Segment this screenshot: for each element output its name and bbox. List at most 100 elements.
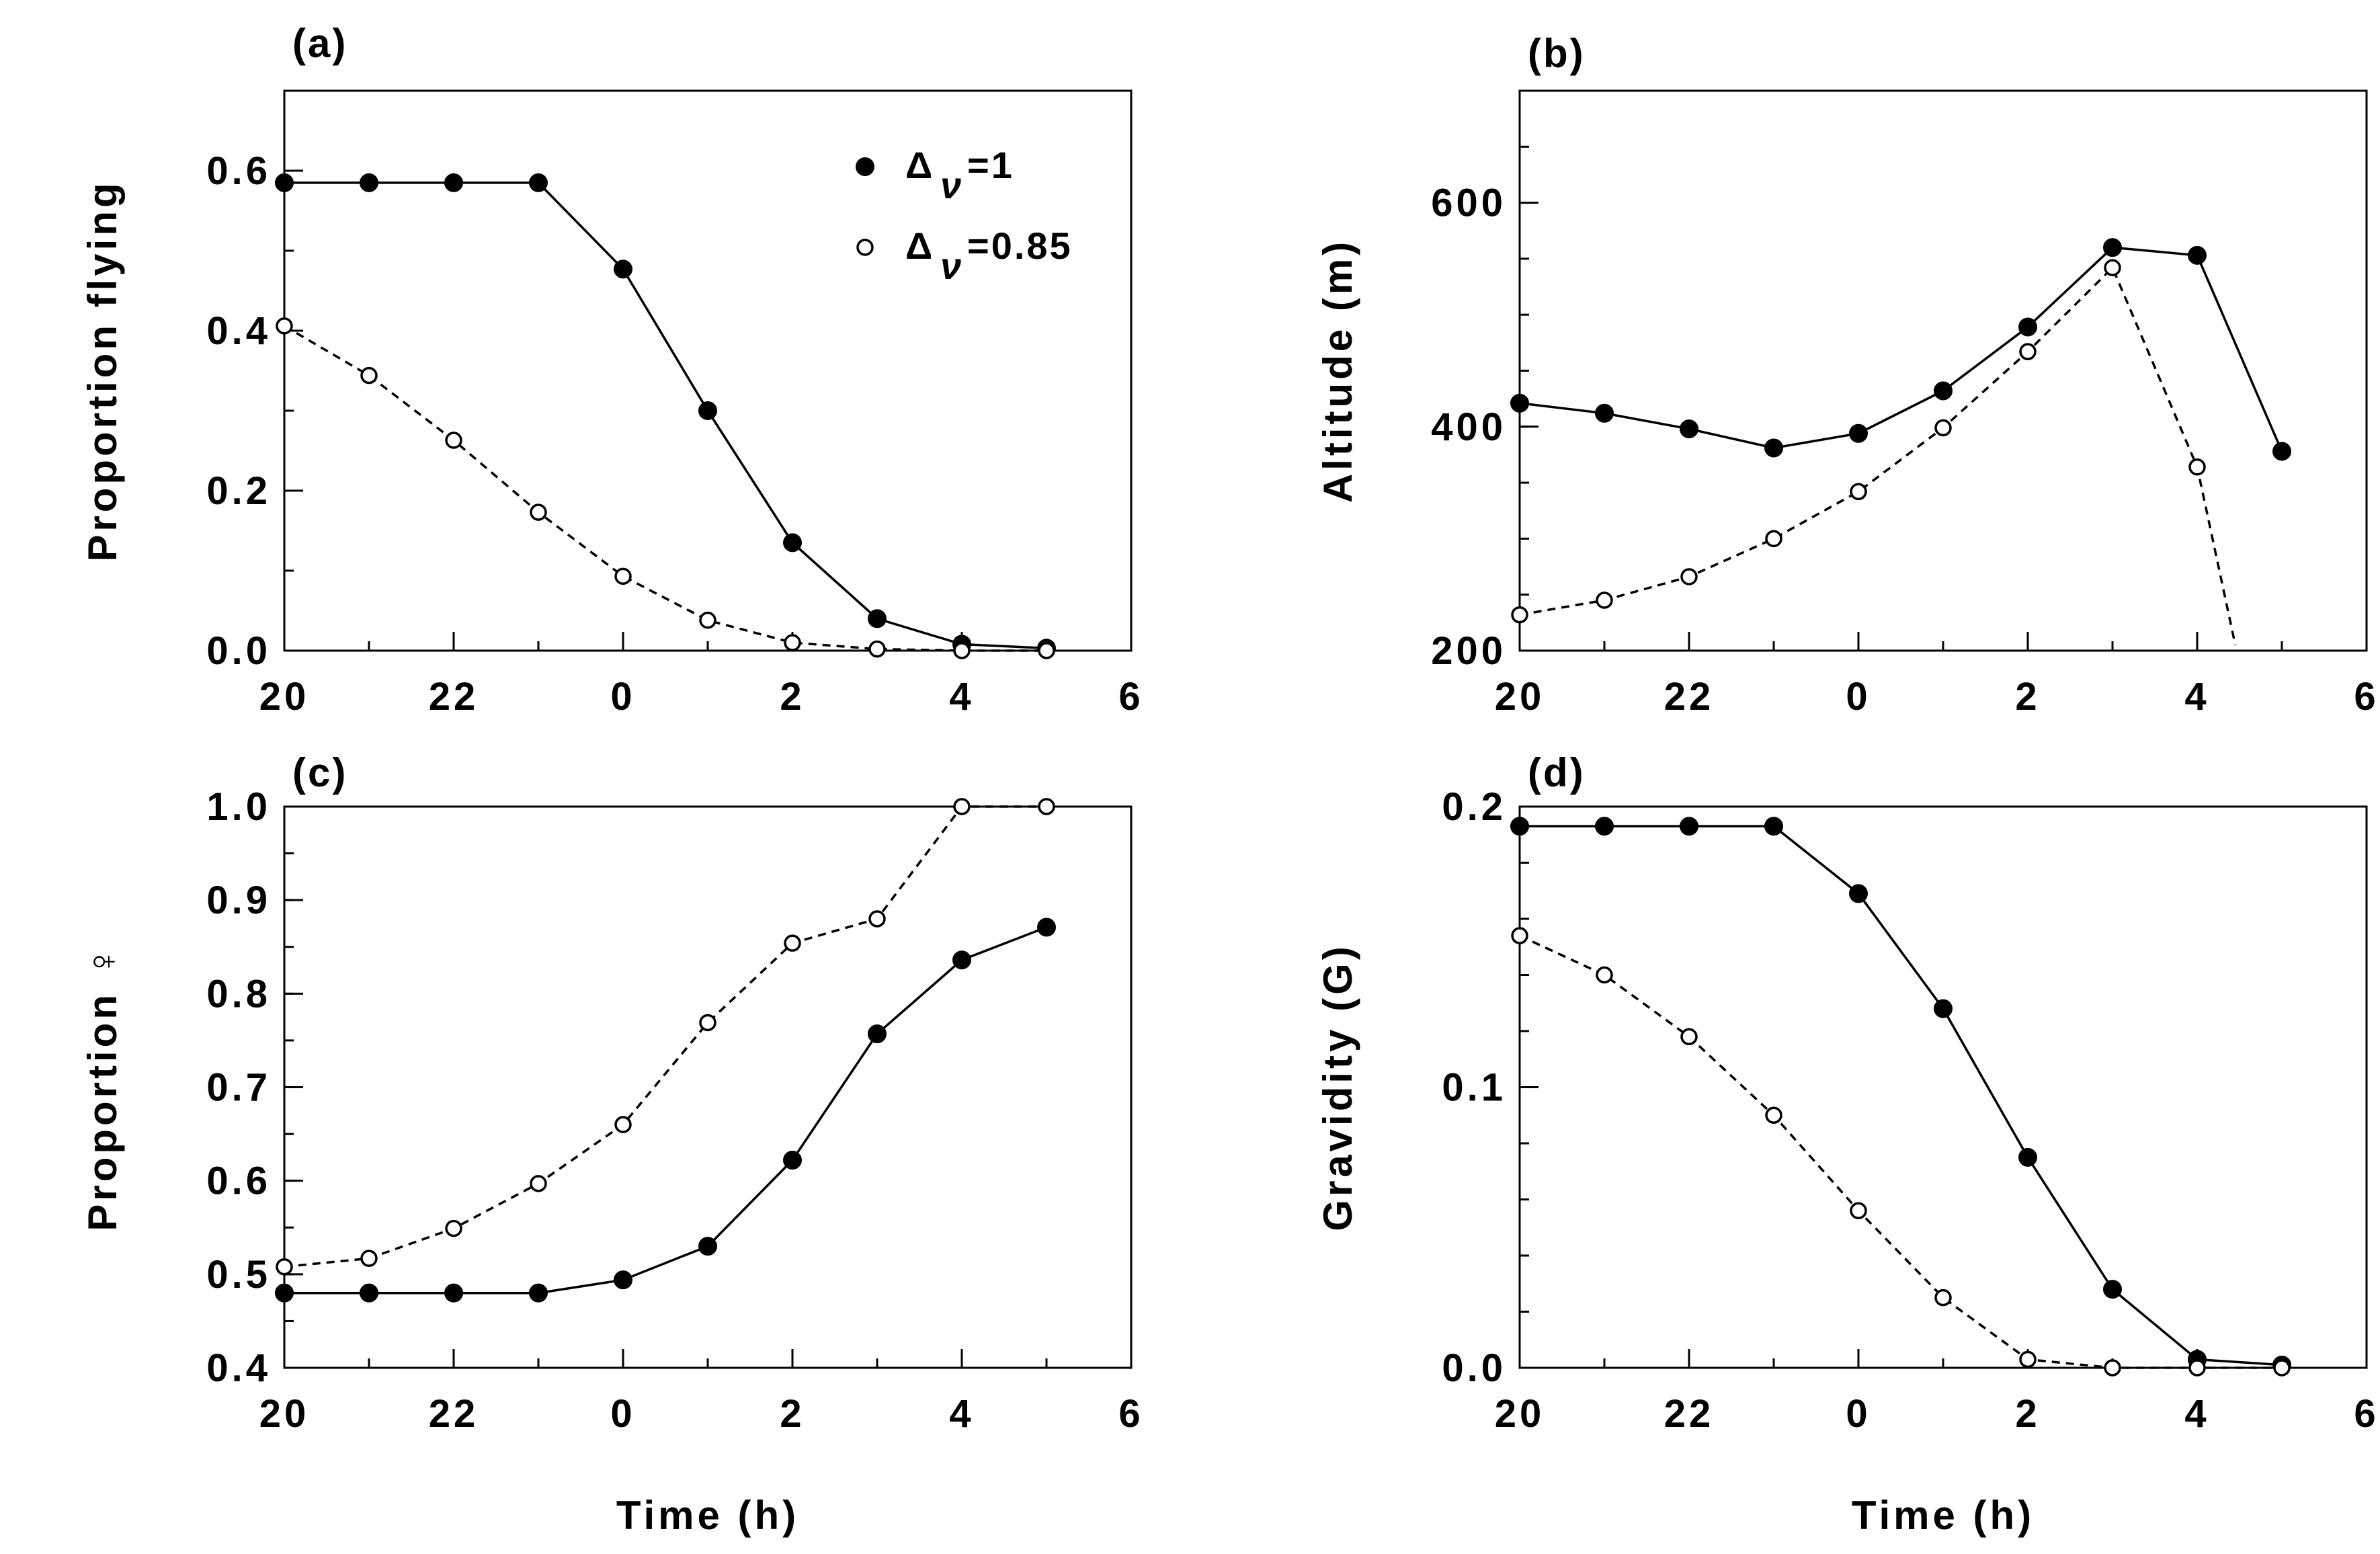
series-line <box>1520 825 2283 1366</box>
x-tick-label: 4 <box>2184 1392 2209 1436</box>
series-line <box>284 926 1047 1295</box>
data-point-open <box>784 934 801 952</box>
y-tick-label: 0.5 <box>206 1253 271 1297</box>
data-point-filled <box>1510 817 1529 836</box>
y-tick-label: 0.2 <box>1442 785 1506 829</box>
x-tick-label: 22 <box>429 675 479 719</box>
data-point-filled <box>2188 245 2207 265</box>
data-point-filled <box>275 173 294 192</box>
y-tick-label: 0.7 <box>206 1066 271 1110</box>
data-point-open <box>445 1219 462 1237</box>
panel-label: (c) <box>292 750 347 795</box>
x-axis-label: Time (h) <box>1852 1493 2035 1538</box>
legend-symbol: Δ <box>905 144 934 186</box>
series-delta-0-85 <box>276 317 1055 659</box>
x-tick-label: 6 <box>2354 675 2379 719</box>
data-point-open <box>1765 1106 1782 1124</box>
x-tick-label: 6 <box>1118 675 1143 719</box>
y-tick-label: 0.4 <box>206 1346 271 1390</box>
series-line <box>1519 246 2283 452</box>
chart-panel-a: 0.0 0.2 0.4 0.6 20 22 0 2 4 6 Proportion flying (a)… <box>80 21 1143 719</box>
x-tick-label: 4 <box>949 1392 974 1436</box>
data-point-open <box>1038 642 1055 659</box>
y-tick-label: 0.6 <box>206 149 271 193</box>
legend-marker-filled <box>856 157 874 176</box>
data-point-open <box>1765 530 1782 548</box>
data-point-filled <box>360 173 378 192</box>
series-line <box>284 181 1047 650</box>
y-tick-label: 0.8 <box>206 972 271 1016</box>
data-point-filled <box>1595 817 1614 836</box>
data-point-open <box>1596 591 1613 609</box>
y-tick-label: 0.0 <box>206 629 271 673</box>
x-tick-label: 0 <box>1846 675 1871 719</box>
series-delta-1 <box>275 917 1056 1303</box>
y-tick-label: 0.1 <box>1442 1066 1506 1110</box>
data-point-open <box>1680 1028 1698 1046</box>
x-tick-label: 20 <box>259 1392 310 1436</box>
data-point-open <box>360 1250 378 1267</box>
series-delta-1 <box>1510 238 2291 461</box>
data-point-filled <box>444 173 463 192</box>
x-tick-label: 22 <box>1664 675 1715 719</box>
data-point-filled <box>952 950 971 970</box>
data-point-open <box>953 642 971 659</box>
data-point-filled <box>1934 999 1953 1018</box>
series-line <box>284 805 1047 1268</box>
panel-label: (d) <box>1528 750 1586 795</box>
data-point-filled <box>698 401 717 420</box>
legend-value: =1 <box>967 144 1014 186</box>
data-point-filled <box>783 533 802 553</box>
y-tick-label: 0.0 <box>1442 1346 1506 1390</box>
x-tick-label: 2 <box>2015 675 2040 719</box>
y-axis-label: Proportion ♀ <box>80 943 125 1231</box>
data-point-filled <box>529 173 548 192</box>
x-tick-label: 2 <box>2015 1392 2040 1436</box>
data-point-filled <box>868 1024 887 1044</box>
x-tick-label: 22 <box>1664 1392 1715 1436</box>
data-point-filled <box>1037 917 1056 937</box>
chart-panel-c: 0.4 0.5 0.6 0.7 0.8 0.9 1.0 20 22 0 2 4 6 Proportion … <box>80 750 1141 1538</box>
data-point-filled <box>529 1283 548 1303</box>
data-point-filled <box>360 1283 378 1303</box>
data-point-filled <box>2018 317 2037 337</box>
x-tick-label: 20 <box>259 675 310 719</box>
y-axis-label: Proportion flying <box>80 179 125 561</box>
data-point-open <box>1934 419 1952 437</box>
y-tick-label: 600 <box>1431 181 1506 225</box>
data-point-filled <box>444 1283 463 1303</box>
data-point-filled <box>1510 393 1529 413</box>
legend-subscript: ν <box>940 245 963 287</box>
y-tick-label: 0.2 <box>206 469 271 513</box>
series-line <box>1519 934 2282 1369</box>
data-point-open <box>699 1014 716 1032</box>
data-point-open <box>276 1258 293 1276</box>
legend-value: =0.85 <box>967 224 1073 267</box>
data-point-filled <box>698 1237 717 1256</box>
series-delta-0-85 <box>276 798 1055 1276</box>
series-delta-0-85 <box>1511 259 2237 646</box>
data-point-open <box>2019 343 2037 360</box>
data-point-filled <box>1849 884 1868 903</box>
plot-frame <box>1518 89 2368 652</box>
data-point-filled <box>2103 238 2122 257</box>
y-axis-label: Gravidity (G) <box>1315 943 1360 1231</box>
data-point-filled <box>1764 817 1783 836</box>
data-point-filled <box>2272 442 2291 461</box>
series-line <box>284 325 1047 652</box>
legend-marker-open <box>856 239 874 256</box>
data-point-open <box>1850 1202 1867 1219</box>
data-point-filled <box>868 609 887 628</box>
data-point-filled <box>2018 1147 2037 1167</box>
data-point-filled <box>1849 423 1868 443</box>
data-point-open <box>614 567 632 585</box>
data-point-filled <box>783 1151 802 1170</box>
y-tick-label: 400 <box>1431 405 1506 449</box>
data-point-open <box>614 1116 632 1133</box>
y-tick-label: 0.4 <box>206 309 271 353</box>
y-tick-label: 0.9 <box>206 878 271 922</box>
data-point-filled <box>1680 817 1698 836</box>
data-point-filled <box>275 1283 294 1303</box>
